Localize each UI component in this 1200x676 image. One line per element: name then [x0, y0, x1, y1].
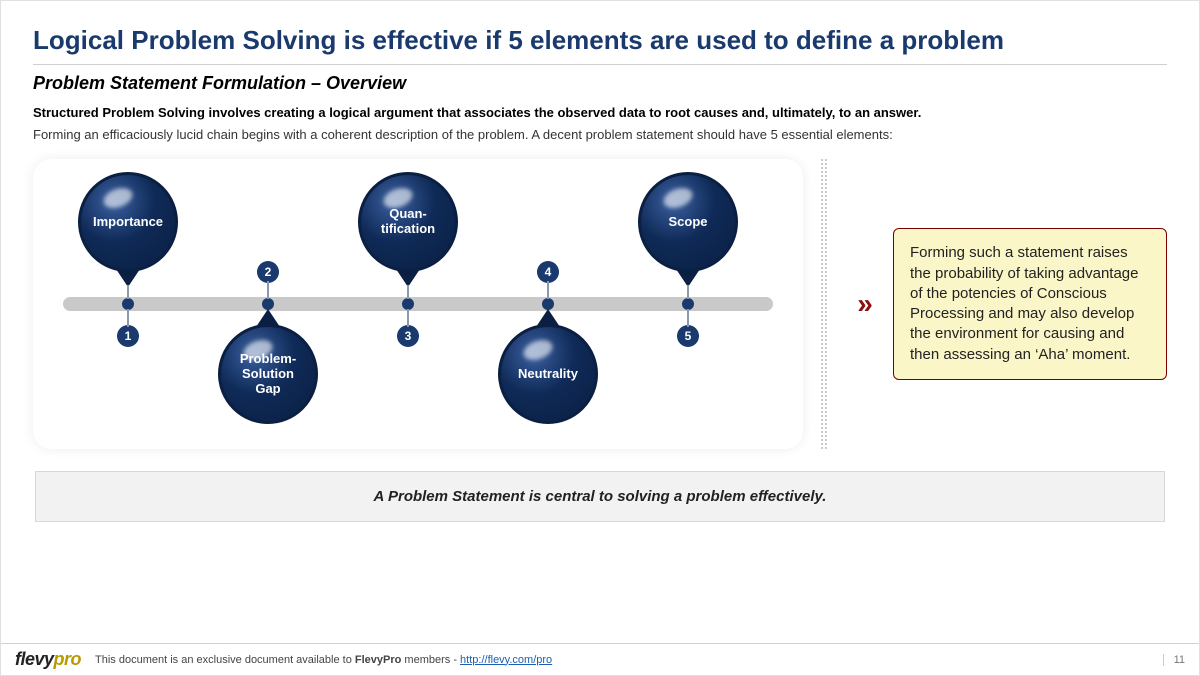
- flevypro-logo: flevypro: [15, 649, 81, 670]
- double-chevron-icon: »: [857, 288, 863, 320]
- logo-left: flevy: [15, 649, 54, 669]
- timeline-pin: Problem-SolutionGap: [218, 309, 318, 424]
- timeline-stem: [547, 281, 549, 299]
- pin-label: Quan-tification: [358, 172, 458, 272]
- content-row: 1 Importance 2 Problem-SolutionGap 3 Quan-tif…: [33, 159, 1167, 449]
- timeline-number: 3: [397, 325, 419, 347]
- timeline-number: 1: [117, 325, 139, 347]
- callout-box: Forming such a statement raises the prob…: [893, 228, 1167, 380]
- timeline-number: 2: [257, 261, 279, 283]
- timeline-number: 5: [677, 325, 699, 347]
- footer-bar: flevypro This document is an exclusive d…: [1, 643, 1199, 675]
- timeline-pin: Scope: [638, 172, 738, 287]
- timeline-pin: Quan-tification: [358, 172, 458, 287]
- slide-subtitle: Problem Statement Formulation – Overview: [33, 73, 1167, 94]
- footer-link[interactable]: http://flevy.com/pro: [460, 654, 552, 666]
- timeline-stem: [687, 309, 689, 327]
- timeline-pin: Neutrality: [498, 309, 598, 424]
- timeline-stem: [127, 309, 129, 327]
- slide-title: Logical Problem Solving is effective if …: [33, 25, 1167, 65]
- timeline-number: 4: [537, 261, 559, 283]
- vertical-divider: [821, 159, 827, 449]
- footer-text-bold: FlevyPro: [355, 654, 401, 666]
- logo-right: pro: [54, 649, 82, 669]
- footer-text: This document is an exclusive document a…: [95, 654, 552, 666]
- arrow-column: »: [845, 159, 875, 449]
- footer-text-prefix: This document is an exclusive document a…: [95, 654, 355, 666]
- timeline-stem: [407, 285, 409, 299]
- timeline-stem: [687, 285, 689, 299]
- timeline-diagram: 1 Importance 2 Problem-SolutionGap 3 Quan-tif…: [33, 159, 803, 449]
- timeline-stem: [407, 309, 409, 327]
- pin-label: Importance: [78, 172, 178, 272]
- intro-normal-text: Forming an efficaciously lucid chain beg…: [33, 126, 1167, 144]
- intro-bold-text: Structured Problem Solving involves crea…: [33, 104, 1167, 122]
- timeline-pin: Importance: [78, 172, 178, 287]
- bottom-statement: A Problem Statement is central to solvin…: [35, 471, 1165, 522]
- footer-text-suffix: members -: [401, 654, 460, 666]
- timeline-bar: [63, 297, 773, 311]
- timeline-stem: [267, 281, 269, 299]
- pin-label: Neutrality: [498, 324, 598, 424]
- pin-label: Problem-SolutionGap: [218, 324, 318, 424]
- page-number: 11: [1163, 654, 1185, 666]
- timeline-stem: [127, 285, 129, 299]
- pin-label: Scope: [638, 172, 738, 272]
